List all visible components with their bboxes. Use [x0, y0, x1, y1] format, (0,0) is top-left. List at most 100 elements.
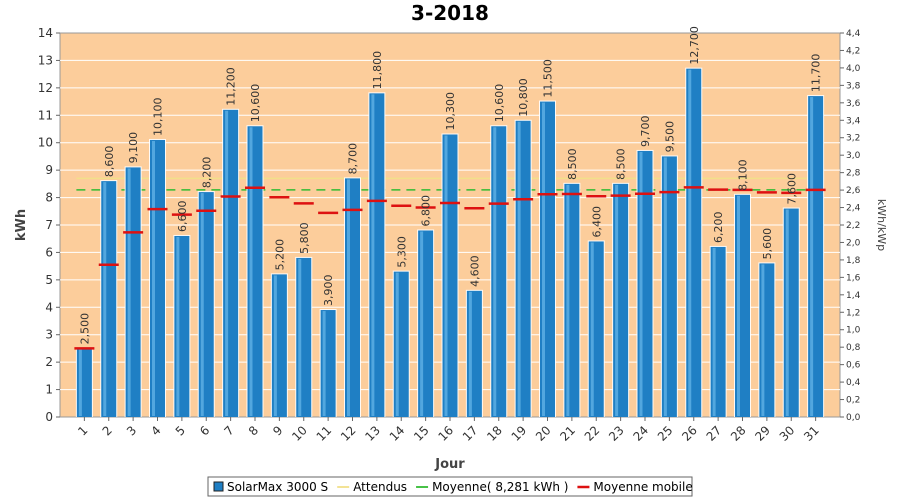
x-tick-label: 15	[411, 423, 432, 444]
bar-highlight	[663, 157, 667, 416]
y2-tick-label: 4,4	[846, 29, 861, 39]
bar-highlight	[273, 275, 277, 416]
y-tick-label: 1	[45, 383, 53, 397]
y-tick-label: 9	[45, 163, 53, 177]
bar-highlight	[225, 110, 229, 417]
data-label: 8,200	[200, 157, 213, 189]
y2-tick-label: 2,4	[846, 204, 861, 214]
bar-highlight	[249, 127, 253, 416]
y2-tick-label: 3,4	[846, 116, 861, 126]
bars	[75, 67, 825, 418]
legend-label: SolarMax 3000 S	[227, 480, 328, 494]
y2-tick-label: 3,6	[846, 99, 861, 109]
x-tick-label: 8	[246, 423, 261, 438]
y2-tick-label: 3,2	[846, 134, 860, 144]
bar-highlight	[493, 127, 497, 416]
data-label: 11,200	[225, 67, 238, 106]
data-label: 6,400	[590, 206, 603, 238]
bar-highlight	[322, 311, 326, 416]
bar-highlight	[347, 179, 350, 416]
x-tick-label: 6	[197, 423, 212, 438]
y-tick-label: 12	[38, 81, 53, 95]
bar-highlight	[712, 247, 716, 416]
bar-highlight	[542, 102, 545, 417]
x-tick-label: 28	[728, 423, 749, 444]
x-tick-label: 19	[509, 423, 530, 444]
data-label: 8,500	[566, 148, 579, 180]
data-label: 8,700	[347, 143, 360, 175]
data-label: 10,600	[493, 84, 506, 123]
bar-highlight	[420, 231, 424, 416]
x-tick-label: 5	[173, 423, 188, 438]
x-tick-label: 29	[752, 423, 773, 444]
y2-tick-label: 0,4	[846, 378, 861, 388]
y2-axis: 0,0 0,2 0,4 0,6 0,8 1,0 1,2 1,4 1,6 1,8 2,0 2,2 2,4 2…	[840, 29, 861, 423]
data-label: 7,600	[785, 173, 798, 205]
y-tick-label: 4	[45, 300, 53, 314]
data-label: 9,700	[639, 115, 652, 147]
x-tick-label: 26	[679, 423, 700, 444]
data-label: 5,800	[298, 222, 311, 254]
bar-highlight	[517, 121, 521, 417]
data-label: 4,600	[468, 255, 481, 287]
data-label: 10,800	[517, 78, 530, 117]
y-tick-label: 0	[45, 410, 53, 424]
bar-highlight	[468, 291, 472, 416]
bar-highlight	[395, 272, 399, 416]
data-label: 8,100	[737, 159, 750, 191]
y2-tick-label: 3,0	[846, 151, 861, 161]
x-axis-label: Jour	[434, 457, 465, 472]
data-label: 2,500	[78, 313, 91, 345]
y-tick-label: 8	[45, 191, 53, 205]
legend-label: Moyenne mobile	[593, 480, 692, 494]
data-label: 8,600	[103, 146, 116, 178]
moving-average-marks	[74, 186, 826, 350]
y2-tick-label: 1,4	[846, 291, 861, 301]
data-label: 9,100	[127, 132, 140, 164]
y2-tick-label: 0,8	[846, 343, 861, 353]
x-tick-label: 4	[148, 423, 163, 438]
bar-highlight	[810, 97, 814, 416]
x-tick-label: 21	[557, 423, 578, 444]
x-tick-label: 25	[655, 423, 676, 444]
legend-label: Attendus	[353, 480, 407, 494]
bar-highlight	[785, 209, 789, 416]
y2-tick-label: 1,8	[846, 256, 861, 266]
data-label: 10,300	[444, 92, 457, 131]
data-label: 5,600	[761, 228, 774, 260]
data-label: 12,700	[688, 26, 701, 65]
x-tick-label: 17	[460, 423, 481, 444]
x-tick-label: 23	[606, 423, 627, 444]
legend-box	[207, 476, 693, 497]
y2-tick-label: 1,2	[846, 308, 860, 318]
y2-tick-label: 0,6	[846, 361, 861, 371]
x-tick-label: 14	[387, 423, 408, 444]
x-tick-label: 7	[221, 423, 236, 438]
y2-tick-label: 4,0	[846, 64, 861, 74]
bar-highlight	[152, 140, 155, 416]
x-tick-label: 11	[314, 423, 335, 444]
data-label: 6,600	[176, 200, 189, 232]
y2-tick-label: 4,2	[846, 46, 860, 56]
y-tick-label: 10	[38, 136, 53, 150]
bar-highlight	[761, 264, 765, 416]
data-labels: 2,500 8,600 9,100 10,100 6,600 8,200 11,200 10,…	[78, 26, 822, 344]
data-label: 9,500	[663, 121, 676, 153]
data-label: 11,800	[371, 51, 384, 90]
bar-highlight	[103, 182, 107, 416]
x-tick-label: 27	[704, 423, 725, 444]
y2-tick-label: 2,6	[846, 186, 861, 196]
y-tick-label: 13	[38, 53, 53, 67]
bar-highlight	[78, 349, 82, 416]
data-label: 10,100	[152, 97, 165, 136]
bar-highlight	[688, 69, 692, 417]
bar-highlight	[298, 258, 302, 416]
y2-tick-label: 2,0	[846, 238, 861, 248]
x-tick-label: 3	[124, 423, 139, 438]
bar-highlight	[127, 168, 131, 416]
data-label: 10,600	[249, 84, 262, 123]
bar-highlight	[200, 193, 204, 416]
y-tick-label: 3	[45, 328, 53, 342]
bar-highlight	[615, 184, 619, 416]
